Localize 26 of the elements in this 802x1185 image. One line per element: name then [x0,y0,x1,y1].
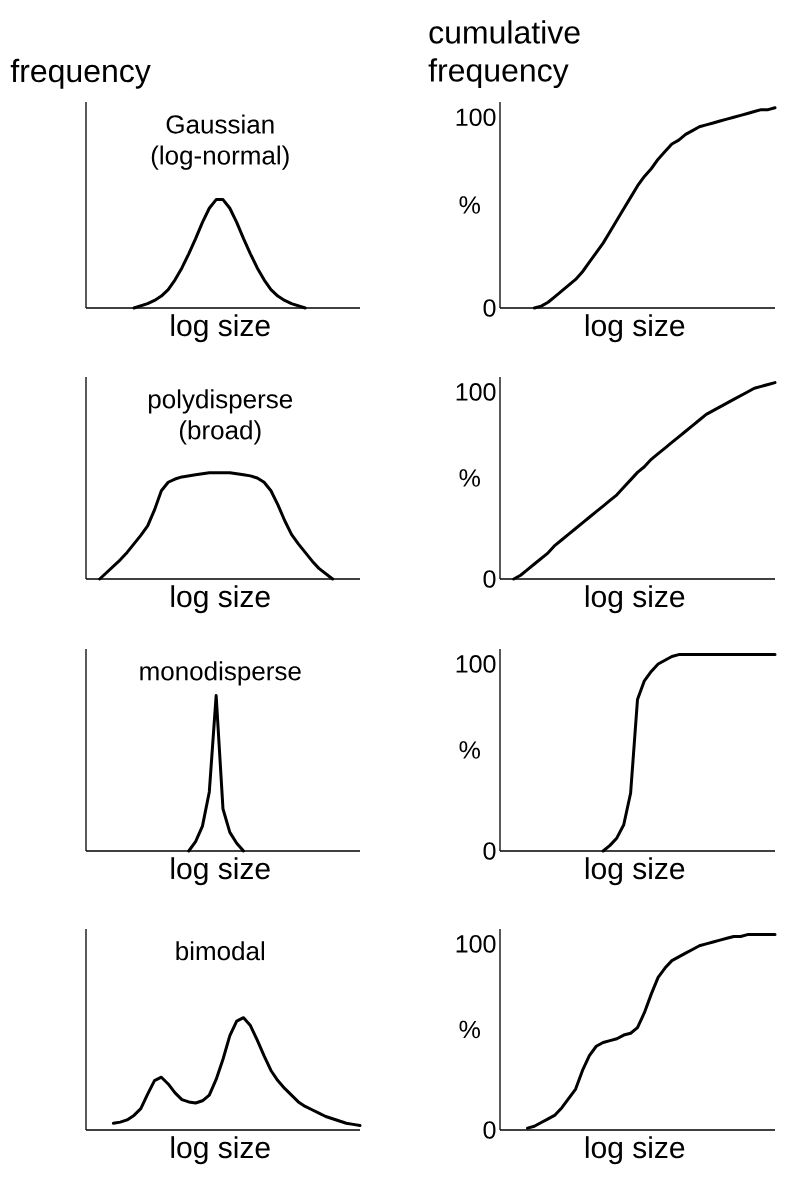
x-axis-title: log size [585,857,685,886]
y-axis-title: % [459,1020,480,1039]
x-axis-title: log size [171,857,270,886]
x-axis-title: log size [585,314,685,343]
chart-title: monodisperse [140,661,301,686]
x-axis-title: log size [585,585,685,614]
y-tick-label: 100 [456,655,496,673]
chart-title: cumulative frequency [428,20,580,89]
y-tick-label: 100 [456,935,496,953]
y-tick-label: 0 [483,1121,496,1139]
y-axis-title: % [459,196,480,214]
y-axis-title: frequency [10,58,151,89]
y-axis-title: % [459,741,480,759]
y-tick-label: 100 [456,108,496,127]
x-axis-title: log size [171,314,270,343]
chart-title: Gaussian (log-normal) [151,114,289,170]
x-axis-title: log size [171,1136,270,1165]
y-tick-label: 0 [483,570,496,588]
chart-title: bimodal [176,941,265,961]
chart-title: polydisperse (broad) [148,389,293,445]
y-tick-label: 100 [456,383,496,401]
x-axis-title: log size [171,585,270,614]
y-tick-label: 0 [483,842,496,860]
y-tick-label: 0 [483,299,496,317]
y-axis-title: % [459,469,480,487]
x-axis-title: log size [585,1136,685,1165]
